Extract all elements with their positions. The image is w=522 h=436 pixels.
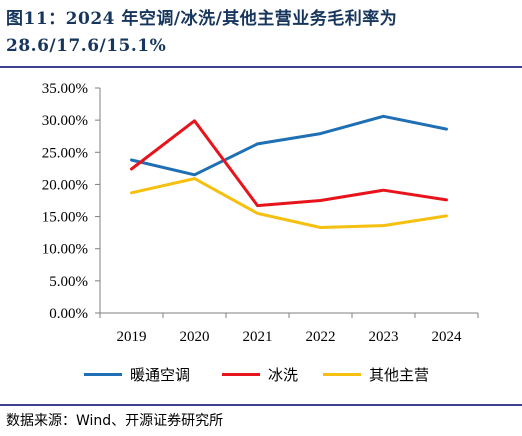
legend-item-2: 冰洗 (222, 362, 298, 386)
footer-divider (0, 404, 522, 406)
y-tick-label: 30.00% (42, 113, 88, 129)
y-tick-label: 20.00% (42, 177, 88, 193)
legend-swatch (323, 372, 361, 376)
series-line-1 (130, 114, 448, 177)
y-tick-label: 10.00% (42, 242, 88, 258)
y-axis: 0.00% 5.00% 10.00% 15.00% 20.00% 25.00% 30.00%… (42, 81, 101, 322)
line-chart: 0.00% 5.00% 10.00% 15.00% 20.00% 25.00% 30.00%… (42, 81, 479, 345)
chart-title: 图11：2024 年空调/冰洗/其他主营业务毛利率为28.6/17.6/15.1… (6, 9, 398, 56)
legend-label: 冰洗 (268, 365, 299, 384)
source-note: 数据来源：Wind、开源证券研究所 (6, 413, 224, 429)
x-tick-label: 2019 (117, 329, 147, 345)
legend-item-1: 暖通空调 (84, 362, 190, 386)
y-tick-label: 15.00% (42, 210, 88, 226)
x-tick-label: 2020 (180, 329, 210, 345)
legend-item-3: 其他主营 (323, 362, 429, 386)
series-line-2 (130, 119, 448, 208)
series-line-3 (130, 177, 448, 229)
title-divider (0, 66, 522, 68)
legend-swatch (84, 372, 122, 376)
y-tick-label: 25.00% (42, 145, 88, 161)
x-tick-label: 2022 (306, 329, 336, 345)
y-tick-label: 35.00% (42, 81, 88, 97)
y-tick-label: 0.00% (49, 306, 88, 322)
legend-swatch (222, 372, 260, 376)
legend-label: 暖通空调 (130, 365, 191, 384)
y-tick-label: 5.00% (49, 274, 88, 290)
x-axis: 2019 2020 2021 2022 2023 2024 (99, 312, 479, 345)
x-tick-label: 2021 (243, 329, 273, 345)
legend: 暖通空调 冰洗 其他主营 (0, 362, 522, 386)
series-group (130, 114, 448, 229)
legend-label: 其他主营 (369, 365, 430, 384)
x-tick-label: 2023 (369, 329, 399, 345)
x-tick-label: 2024 (432, 329, 463, 345)
